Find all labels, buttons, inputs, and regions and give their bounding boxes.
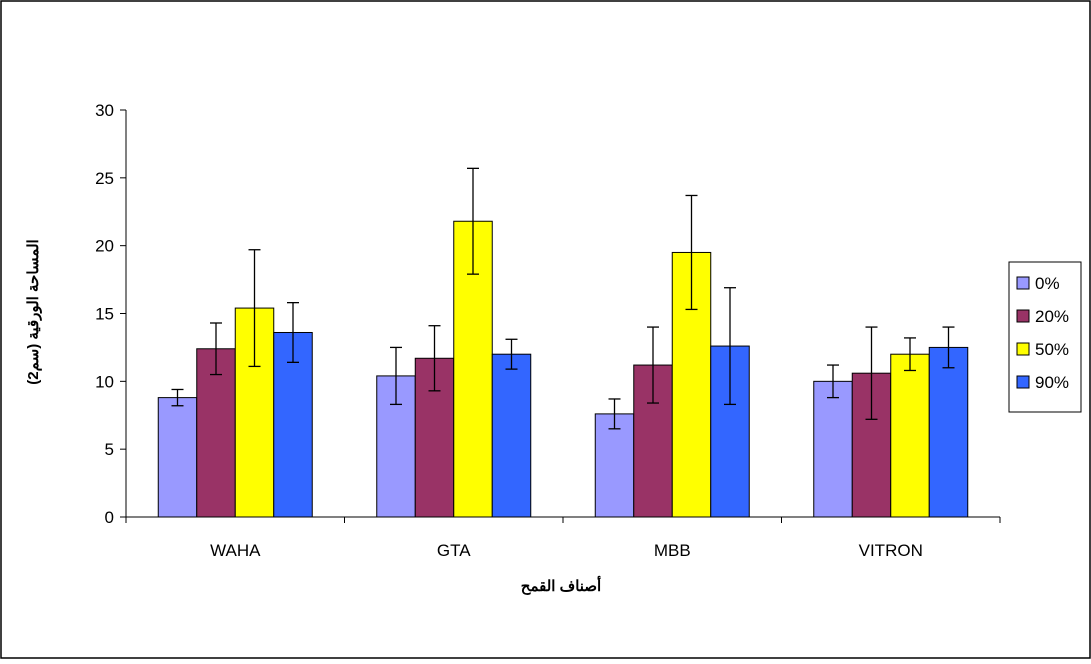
y-tick-label: 20 <box>95 237 114 256</box>
bar-vitron-0pct <box>813 380 853 518</box>
legend-label: 90% <box>1035 373 1069 392</box>
legend-swatch <box>1016 342 1030 356</box>
bar-gta-90pct <box>491 353 532 518</box>
x-axis-title: أصناف القمح <box>521 575 601 595</box>
bar-waha-90pct <box>273 331 313 518</box>
legend-swatch <box>1016 375 1030 389</box>
legend-swatch <box>1016 309 1030 323</box>
x-tick-label: GTA <box>437 541 471 560</box>
plot-area: 0 5 10 15 20 25 30 WAHA GTA MBB VITRON <box>95 101 1001 560</box>
legend-label: 50% <box>1035 340 1069 359</box>
legend: 0% 20% 50% 90% <box>1008 261 1082 413</box>
y-tick-label: 25 <box>95 169 114 188</box>
y-tick-label: 10 <box>95 372 114 391</box>
bar-waha-20pct <box>196 348 236 518</box>
y-axis-title: المساحة الورقية (سم2) <box>25 239 42 384</box>
y-tick-label: 0 <box>105 508 114 527</box>
bar-waha-0pct <box>157 397 198 518</box>
x-tick-label: WAHA <box>210 541 261 560</box>
y-tick-label: 15 <box>95 305 114 324</box>
legend-swatch <box>1016 276 1030 290</box>
bar-vitron-50pct <box>890 353 930 518</box>
x-tick-label: MBB <box>654 541 691 560</box>
legend-label: 0% <box>1035 274 1060 293</box>
y-tick-label: 30 <box>95 101 114 120</box>
x-tick-label: VITRON <box>859 541 923 560</box>
legend-label: 20% <box>1035 307 1069 326</box>
bar-vitron-90pct <box>928 346 969 518</box>
y-tick-label: 5 <box>105 440 114 459</box>
